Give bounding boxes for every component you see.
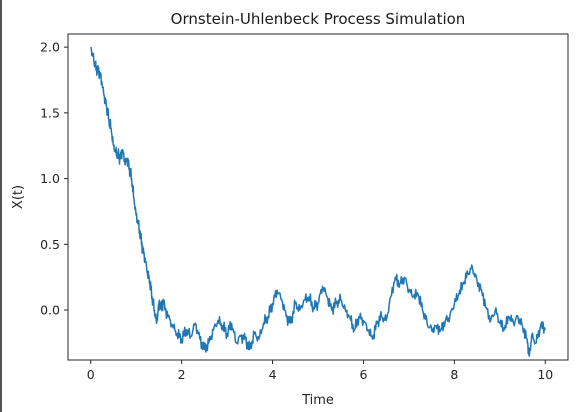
y-axis-label: X(t): [11, 185, 26, 209]
x-tick-label: 4: [269, 367, 277, 382]
y-tick-label: 0.5: [40, 237, 60, 252]
x-tick-label: 8: [450, 367, 458, 382]
x-tick-label: 6: [359, 367, 367, 382]
x-axis-label: Time: [301, 393, 334, 408]
window-left-edge: [0, 0, 2, 412]
chart-title: Ornstein-Uhlenbeck Process Simulation: [171, 10, 466, 28]
x-tick-label: 2: [178, 367, 186, 382]
series-line: [90, 46, 546, 357]
y-tick-label: 1.0: [40, 171, 60, 186]
x-tick-label: 0: [87, 367, 95, 382]
y-axis: 0.0 0.5 1.0 1.5 2.0: [40, 40, 68, 318]
plot-area-frame: [67, 33, 569, 361]
x-tick-label: 10: [537, 367, 553, 382]
x-axis: 0 2 4 6 8 10: [87, 360, 553, 382]
y-tick-label: 1.5: [40, 105, 60, 120]
y-tick-label: 0.0: [40, 303, 60, 318]
y-tick-label: 2.0: [40, 40, 60, 55]
